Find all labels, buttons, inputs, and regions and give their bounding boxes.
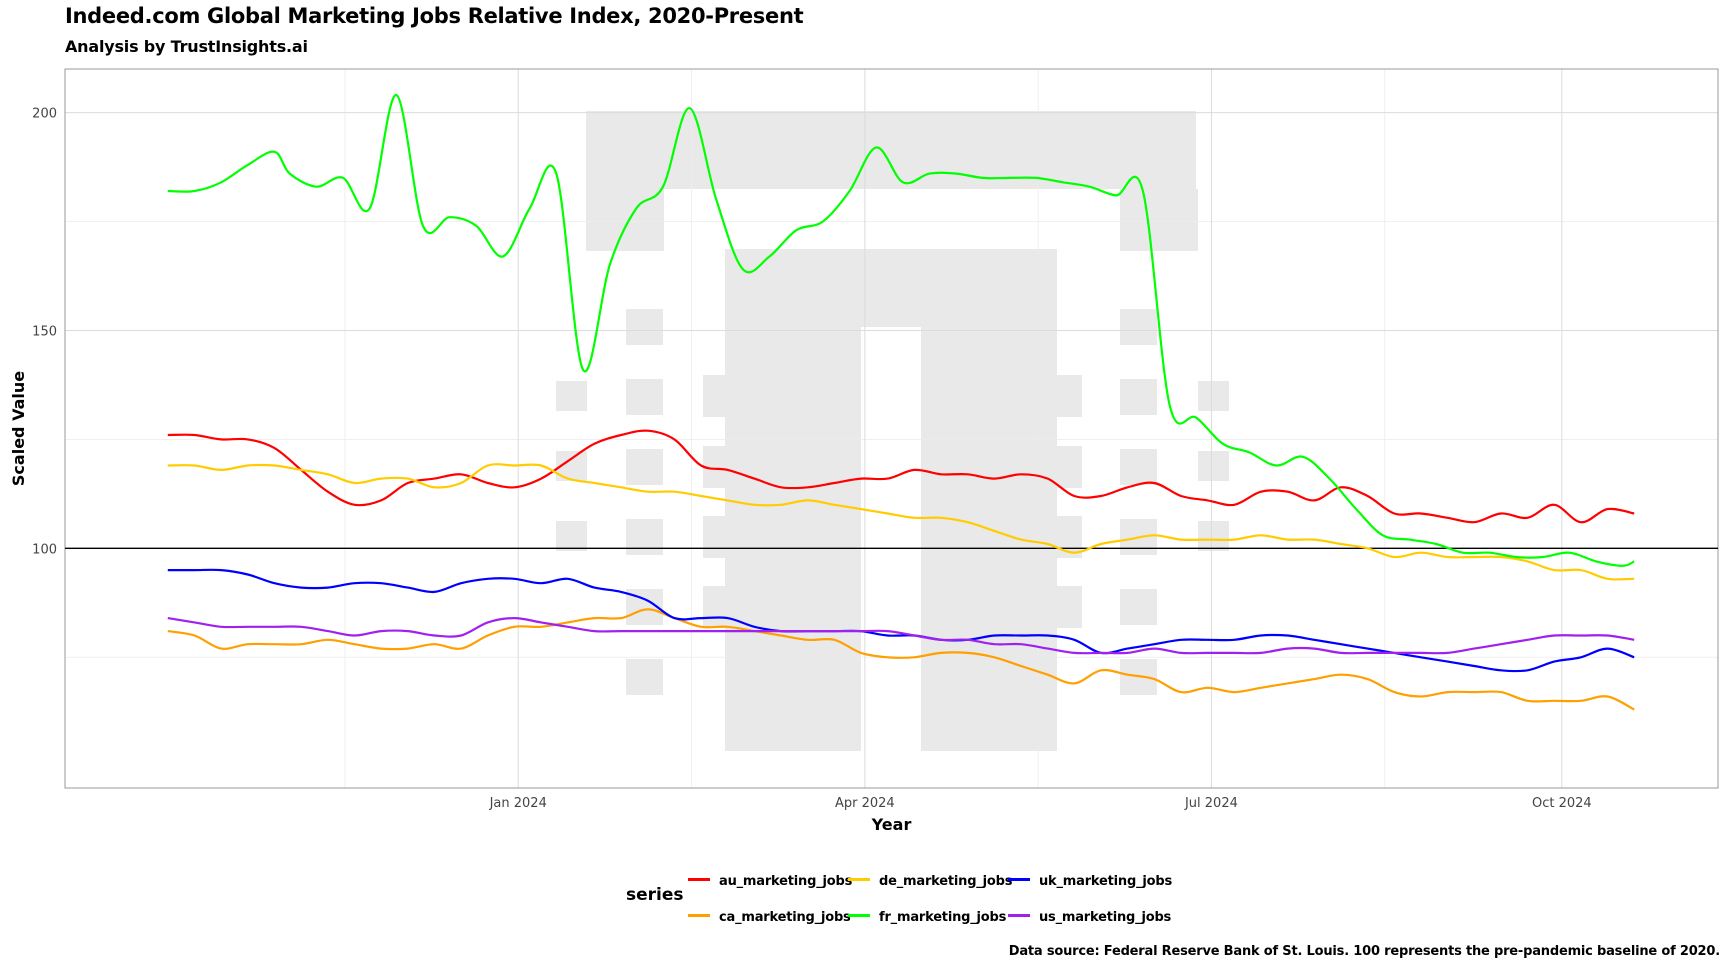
legend-swatch	[1008, 878, 1030, 881]
legend-swatch	[1008, 914, 1030, 917]
chart-title: Indeed.com Global Marketing Jobs Relativ…	[65, 4, 804, 28]
legend-swatch	[848, 914, 870, 917]
legend-item-au_marketing_jobs: au_marketing_jobs	[688, 874, 852, 889]
axis-labels: 100 150 200 Jan 2024 Apr 2024 Jul 2024 Oct 202…	[9, 107, 1592, 834]
chart-series	[167, 93, 1635, 711]
x-tick-label: Apr 2024	[835, 796, 895, 811]
chart-legend: series au_marketing_jobs ca_marketing_job…	[626, 867, 1186, 941]
legend-item-ca_marketing_jobs: ca_marketing_jobs	[688, 910, 851, 925]
trustinsights-logo-watermark	[556, 111, 1229, 751]
series-line-uk_marketing_jobs	[167, 568, 1635, 673]
data-source-caption: Data source: Federal Reserve Bank of St.…	[1008, 944, 1720, 959]
plot-panel-border	[64, 68, 1719, 789]
legend-label: au_marketing_jobs	[719, 874, 853, 889]
legend-label: us_marketing_jobs	[1039, 910, 1172, 925]
legend-label: de_marketing_jobs	[879, 874, 1013, 889]
y-tick-label: 200	[32, 107, 57, 122]
y-tick-label: 150	[32, 324, 57, 339]
legend-swatch	[688, 914, 710, 917]
x-axis-title: Year	[871, 815, 912, 834]
legend-title: series	[626, 885, 684, 905]
legend-item-de_marketing_jobs: de_marketing_jobs	[848, 874, 1012, 889]
x-tick-label: Jul 2024	[1184, 796, 1238, 811]
legend-item-fr_marketing_jobs: fr_marketing_jobs	[848, 910, 1006, 925]
chart-subtitle: Analysis by TrustInsights.ai	[65, 37, 308, 56]
series-line-de_marketing_jobs	[167, 463, 1635, 581]
y-axis-title: Scaled Value	[9, 371, 28, 486]
legend-item-uk_marketing_jobs: uk_marketing_jobs	[1008, 874, 1172, 889]
series-line-ca_marketing_jobs	[167, 608, 1635, 711]
legend-label: fr_marketing_jobs	[879, 910, 1007, 925]
series-line-au_marketing_jobs	[167, 429, 1635, 524]
series-line-us_marketing_jobs	[167, 617, 1635, 655]
series-line-fr_marketing_jobs	[167, 93, 1635, 567]
legend-label: ca_marketing_jobs	[719, 910, 851, 925]
x-tick-label: Oct 2024	[1532, 796, 1592, 811]
legend-swatch	[848, 878, 870, 881]
legend-label: uk_marketing_jobs	[1039, 874, 1173, 889]
y-tick-label: 100	[32, 542, 57, 557]
legend-swatch	[688, 878, 710, 881]
legend-item-us_marketing_jobs: us_marketing_jobs	[1008, 910, 1171, 925]
x-tick-label: Jan 2024	[489, 796, 547, 811]
